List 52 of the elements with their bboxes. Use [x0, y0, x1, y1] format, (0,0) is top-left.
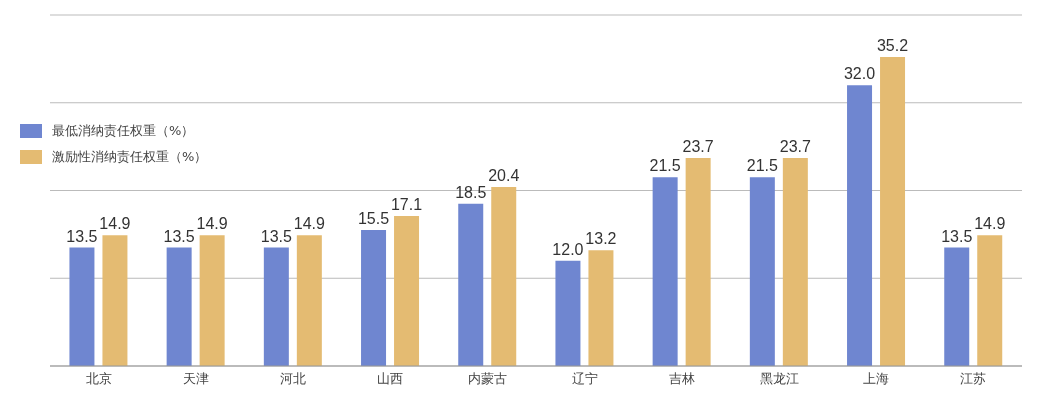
x-tick-label: 上海 [863, 371, 890, 387]
data-label: 12.0 [552, 240, 584, 258]
x-tick-label: 北京 [85, 371, 112, 387]
bar [555, 260, 581, 366]
data-label: 13.5 [260, 227, 293, 245]
x-tick-label: 黑龙江 [759, 371, 799, 387]
bar [102, 235, 128, 366]
x-tick-label: 内蒙古 [467, 371, 507, 387]
data-label: 17.1 [390, 195, 423, 213]
bar [685, 158, 711, 366]
data-label: 18.5 [455, 183, 487, 201]
data-label: 32.0 [843, 65, 876, 83]
data-label: 13.5 [941, 227, 973, 245]
bar [977, 235, 1003, 366]
bar [394, 215, 420, 366]
bar [69, 247, 95, 366]
data-label: 13.5 [66, 227, 98, 245]
data-label: 14.9 [99, 215, 131, 233]
x-tick-label: 山西 [377, 371, 404, 387]
bar [361, 229, 387, 366]
bar [588, 250, 614, 366]
x-tick-label: 河北 [280, 371, 306, 387]
bar [880, 57, 906, 366]
bar [782, 158, 808, 366]
x-tick-label: 天津 [182, 371, 209, 387]
legend-label: 最低消纳责任权重（%） [52, 122, 195, 140]
bar [166, 247, 192, 366]
data-label: 21.5 [649, 157, 681, 175]
data-label: 23.7 [682, 138, 714, 156]
data-label: 23.7 [779, 138, 812, 156]
bar [491, 186, 517, 366]
data-label: 14.9 [974, 215, 1006, 233]
bar [847, 85, 873, 366]
bar [296, 235, 322, 366]
data-label: 35.2 [876, 37, 909, 55]
data-label: 13.5 [163, 227, 195, 245]
data-label: 14.9 [196, 215, 228, 233]
x-tick-label: 辽宁 [571, 371, 598, 387]
data-label: 15.5 [357, 209, 390, 227]
data-label: 13.2 [585, 230, 617, 248]
data-label: 21.5 [746, 157, 779, 175]
data-label: 20.4 [488, 166, 520, 184]
x-tick-label: 江苏 [960, 371, 987, 387]
bar [263, 247, 289, 366]
bar [652, 177, 678, 366]
data-label: 14.9 [293, 215, 326, 233]
bar [749, 177, 775, 366]
bar [458, 203, 484, 366]
x-tick-label: 吉林 [668, 371, 695, 387]
bar [199, 235, 225, 366]
bar [944, 247, 970, 366]
legend-label: 激励性消纳责任权重（%） [52, 148, 208, 166]
